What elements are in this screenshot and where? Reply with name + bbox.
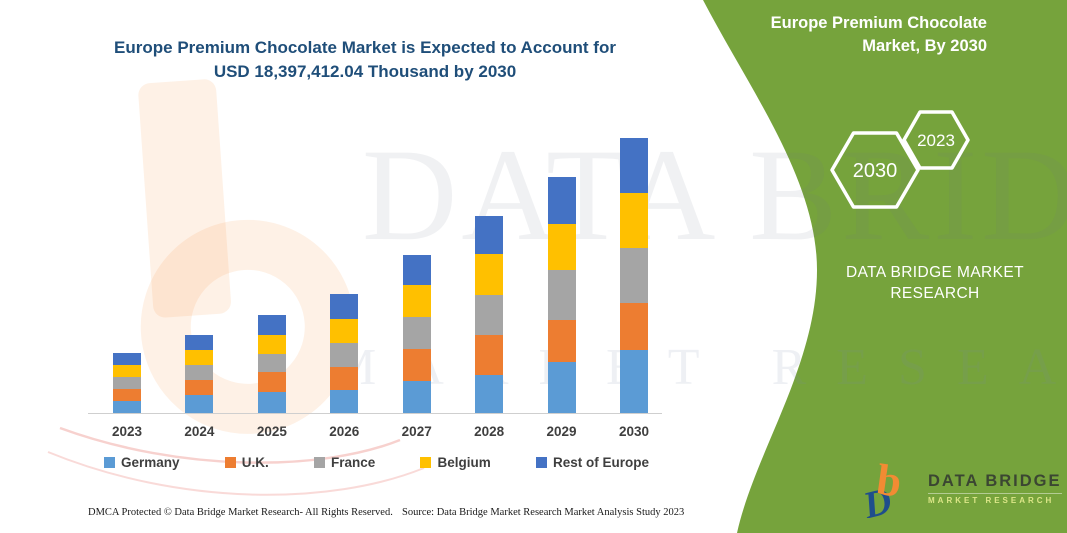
bar-segment-2028-france — [475, 295, 504, 336]
databridge-logo: D b DATA BRIDGE MARKET RESEARCH — [864, 458, 1062, 518]
bar-segment-2029-germany — [547, 361, 576, 413]
bar-segment-2027-belgium — [402, 285, 431, 318]
panel-brand-text: DATA BRIDGE MARKET RESEARCH — [830, 262, 1040, 304]
bar-segment-2027-germany — [402, 380, 431, 413]
legend-item-france: France — [313, 455, 376, 470]
bar-segment-2028-germany — [475, 374, 504, 413]
bar-segment-2027-rest-of-europe — [402, 255, 431, 286]
legend-label: France — [330, 455, 376, 470]
x-axis-label-2029: 2029 — [546, 424, 577, 439]
logo-name: DATA BRIDGE — [928, 472, 1062, 494]
hexagon-2023 — [902, 110, 970, 170]
hexagon-2030-label: 2030 — [853, 160, 898, 182]
bar-segment-2030-belgium — [620, 192, 648, 248]
legend-label: Rest of Europe — [552, 455, 649, 470]
x-axis-label-2028: 2028 — [474, 424, 505, 439]
bar-segment-2024-belgium — [185, 349, 214, 365]
x-axis-label-2027: 2027 — [401, 424, 432, 439]
bar-segment-2023-france — [113, 376, 141, 389]
bar-segment-2029-u-k- — [547, 320, 576, 362]
legend-item-u-k-: U.K. — [224, 455, 269, 470]
bar-segment-2026-u-k- — [330, 366, 359, 391]
legend-item-belgium: Belgium — [420, 455, 491, 470]
x-axis-label-2026: 2026 — [329, 424, 360, 439]
legend-item-germany: Germany — [104, 455, 180, 470]
footer-source-text: Source: Data Bridge Market Research Mark… — [402, 507, 685, 518]
legend-swatch — [224, 457, 236, 468]
panel-title-line2: Market, By 2030 — [862, 37, 987, 55]
legend-label: Belgium — [437, 455, 491, 470]
bar-segment-2030-rest-of-europe — [620, 138, 648, 193]
bar-segment-2030-france — [620, 247, 648, 304]
bar-segment-2026-belgium — [330, 318, 359, 343]
hexagon-2023-label: 2023 — [917, 131, 955, 150]
bar-segment-2028-u-k- — [475, 335, 504, 375]
panel-title-line1: Europe Premium Chocolate — [770, 14, 987, 32]
bar-segment-2025-france — [257, 353, 286, 373]
legend-item-rest-of-europe: Rest of Europe — [535, 455, 649, 470]
x-axis-label-2025: 2025 — [256, 424, 287, 439]
bar-segment-2029-belgium — [547, 224, 576, 271]
legend-swatch — [535, 457, 547, 468]
x-axis-label-2024: 2024 — [184, 424, 215, 439]
legend-label: Germany — [121, 455, 180, 470]
databridge-logo-icon: D b — [864, 458, 905, 518]
panel-title: Europe Premium Chocolate Market, By 2030 — [657, 12, 987, 58]
bar-segment-2027-france — [402, 317, 431, 349]
footer-dmca-text: DMCA Protected © Data Bridge Market Rese… — [88, 507, 393, 518]
legend-swatch — [104, 457, 115, 468]
logo-b-glyph: b — [874, 458, 905, 507]
bar-segment-2029-rest-of-europe — [547, 176, 576, 225]
bar-segment-2026-rest-of-europe — [330, 294, 359, 319]
bar-segment-2025-u-k- — [257, 372, 286, 392]
x-axis-label-2030: 2030 — [618, 424, 650, 439]
bar-segment-2026-germany — [330, 390, 359, 413]
logo-text-block: DATA BRIDGE MARKET RESEARCH — [928, 472, 1062, 505]
logo-subline: MARKET RESEARCH — [928, 495, 1055, 505]
bar-segment-2030-u-k- — [620, 303, 648, 351]
x-axis-line — [88, 413, 662, 414]
panel-brand-line2: RESEARCH — [890, 285, 980, 302]
green-shape-path — [703, 0, 1067, 533]
bar-segment-2023-u-k- — [113, 388, 141, 401]
bar-segment-2024-germany — [185, 394, 214, 413]
chart-title-line1: Europe Premium Chocolate Market is Expec… — [114, 38, 616, 57]
legend-swatch — [313, 457, 325, 468]
hexagon-2030 — [830, 131, 920, 209]
hexagon-badges: 2030 2023 — [830, 110, 970, 209]
chart-legend: Germany U.K. France Belgium Rest of Europe — [104, 455, 649, 470]
bar-segment-2023-belgium — [113, 365, 141, 377]
chart-title: Europe Premium Chocolate Market is Expec… — [85, 36, 645, 84]
legend-swatch — [420, 457, 432, 468]
bar-segment-2029-france — [547, 270, 576, 321]
bar-segment-2025-belgium — [257, 334, 286, 354]
bar-segment-2030-germany — [620, 350, 648, 413]
bar-segment-2025-germany — [257, 391, 286, 413]
bar-segment-2025-rest-of-europe — [257, 314, 286, 335]
bar-segment-2026-france — [330, 342, 359, 367]
bar-segment-2024-u-k- — [185, 379, 214, 395]
legend-label: U.K. — [241, 455, 269, 470]
x-axis-label-2023: 2023 — [111, 424, 143, 439]
bar-segment-2023-germany — [113, 400, 141, 413]
panel-brand-line1: DATA BRIDGE MARKET — [845, 264, 1024, 281]
bar-segment-2023-rest-of-europe — [113, 353, 141, 366]
bar-segment-2027-u-k- — [402, 348, 431, 381]
bar-segment-2028-rest-of-europe — [475, 215, 504, 255]
bar-segment-2028-belgium — [475, 254, 504, 296]
chart-title-line2: USD 18,397,412.04 Thousand by 2030 — [213, 62, 517, 81]
bar-segment-2024-rest-of-europe — [185, 334, 214, 350]
bar-segment-2024-france — [185, 364, 214, 380]
